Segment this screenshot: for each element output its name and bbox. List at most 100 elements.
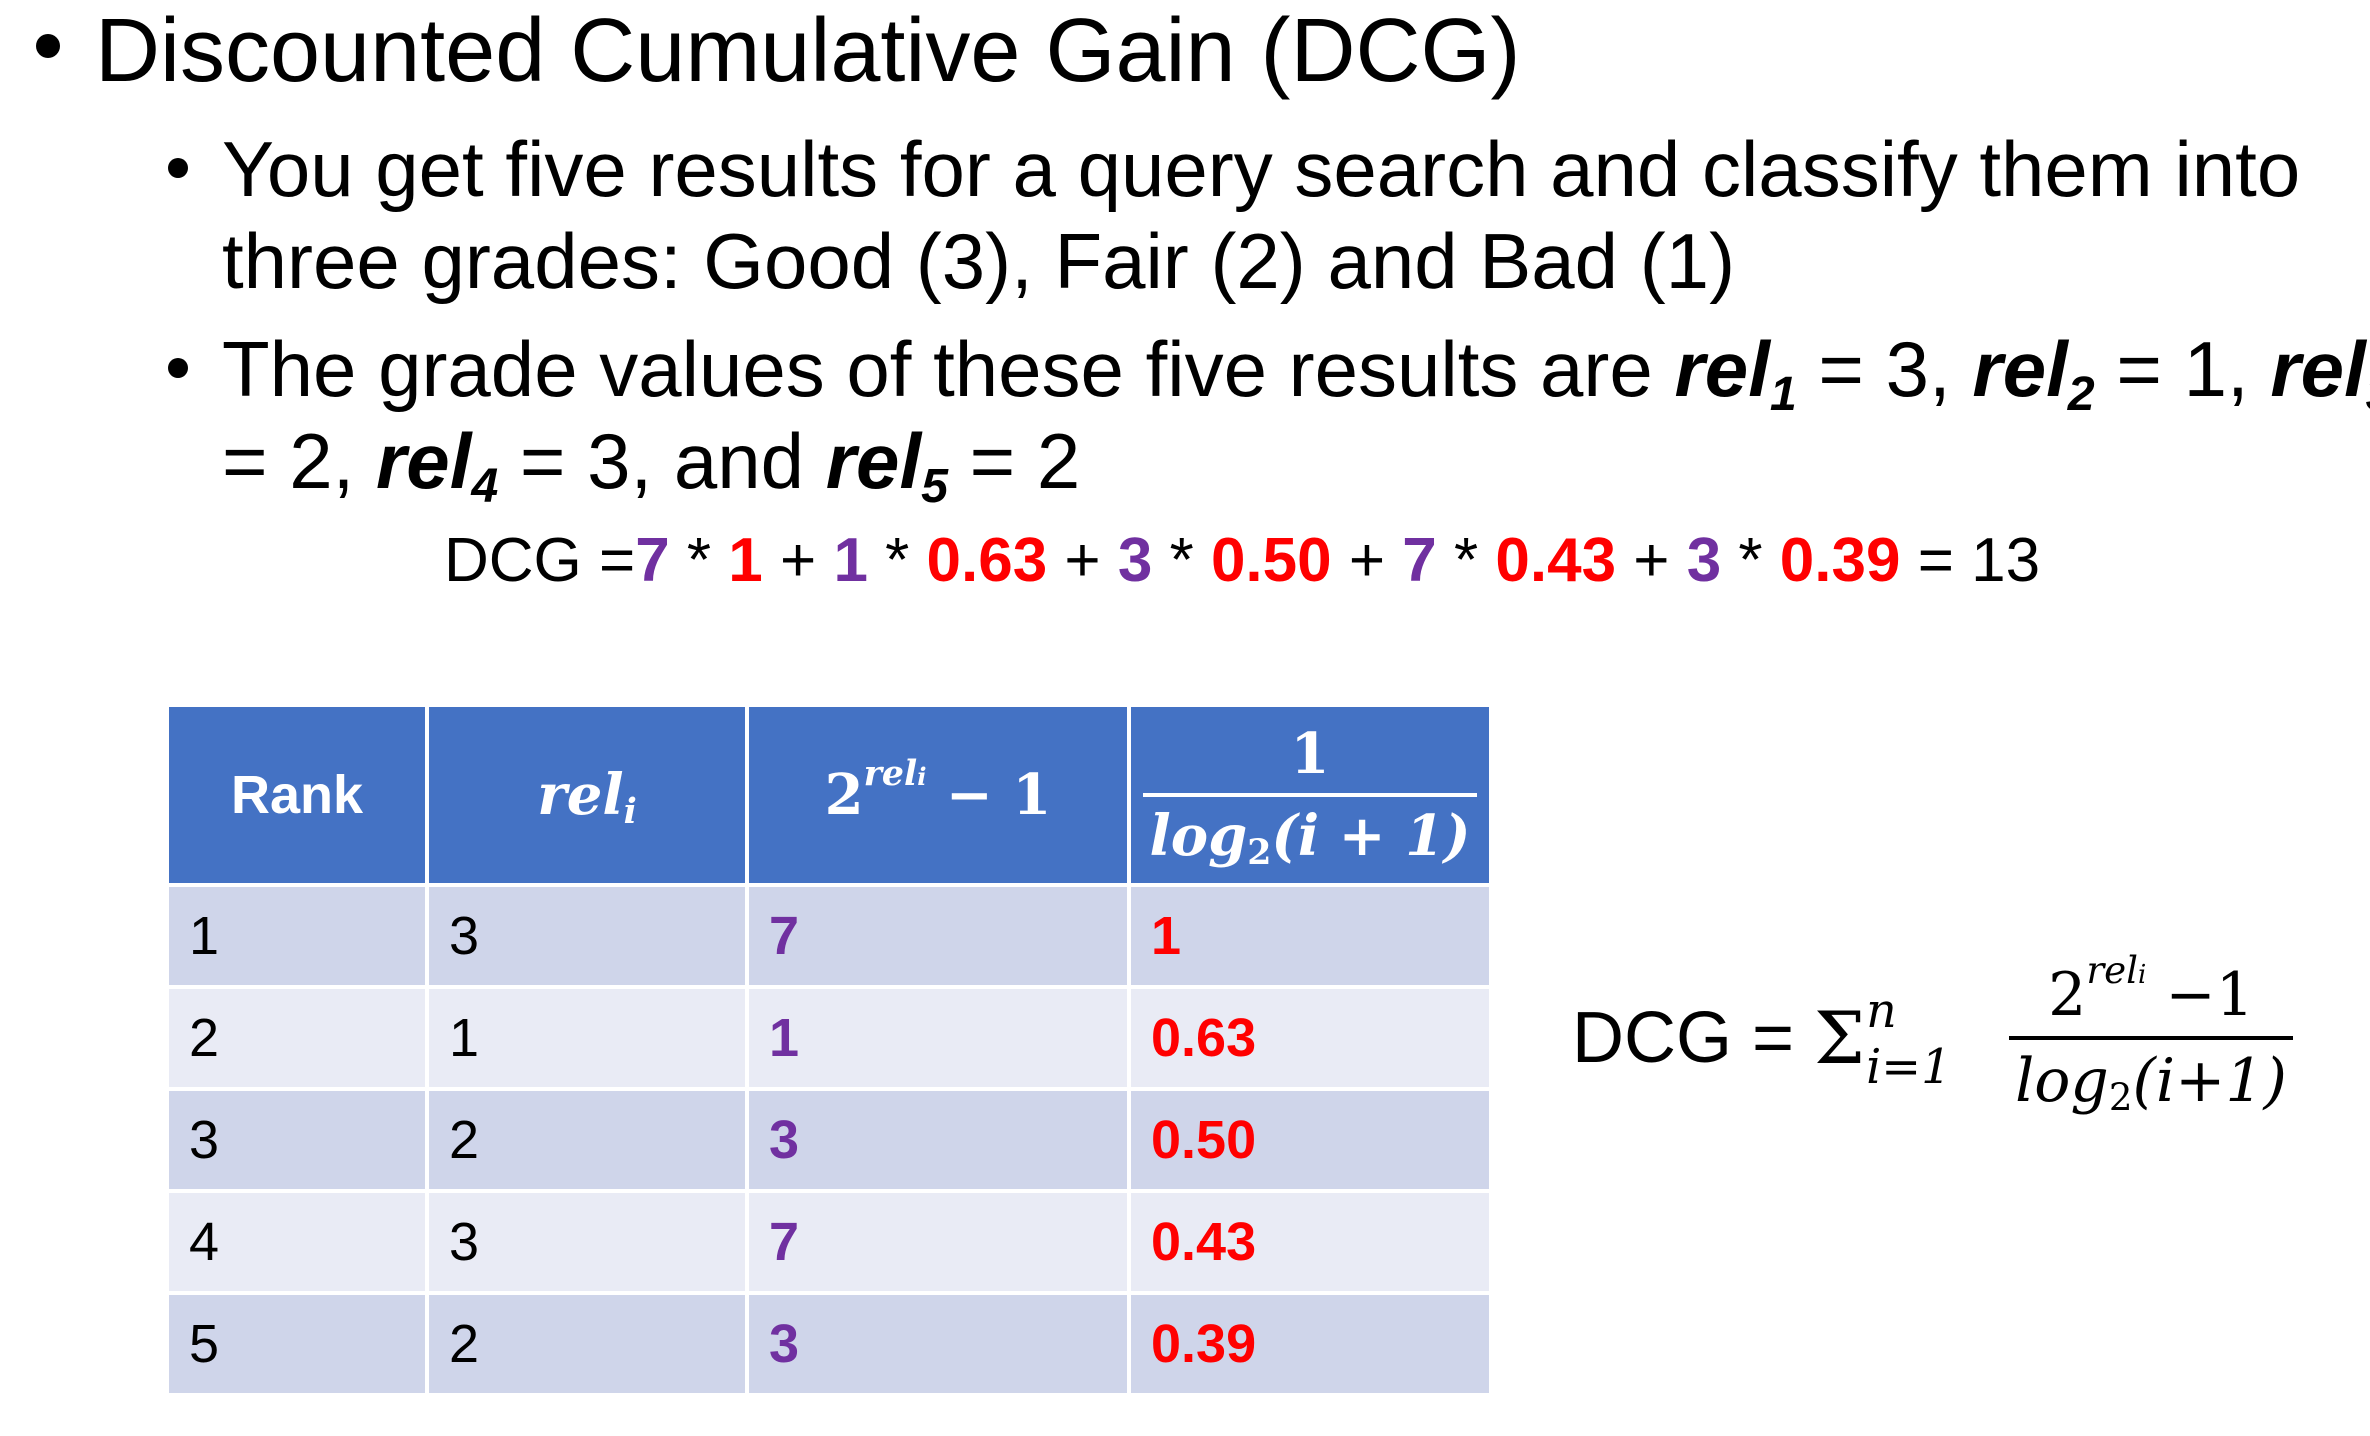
header-rel-text: rel — [537, 762, 624, 828]
plus-sign: + — [1047, 526, 1118, 595]
sigma-upper-limit: n — [1866, 984, 1897, 1039]
table-row: 3 2 3 0.50 — [165, 1087, 1493, 1193]
rel-value: = 3, — [1796, 325, 1973, 413]
cell-rel: 1 — [425, 985, 749, 1091]
sub-bullet-dot — [168, 158, 188, 178]
cell-rel: 2 — [425, 1291, 749, 1397]
plus-sign: + — [762, 526, 834, 595]
formula-sigma: Σ n i=1 — [1814, 984, 1989, 1095]
table-header-row: Rank reli 2reli − 1 1 log2(i + 1) — [165, 703, 1493, 887]
gain-value: 1 — [833, 526, 868, 595]
times-sign: * — [867, 526, 927, 595]
cell-rank: 5 — [165, 1291, 429, 1397]
dcg-formula: DCG = Σ n i=1 2reli −1 log2(i+1) — [1572, 948, 2293, 1120]
formula-fraction: 2reli −1 log2(i+1) — [2009, 948, 2293, 1120]
gain-value: 7 — [635, 526, 670, 595]
formula-numerator: 2reli −1 — [2009, 948, 2293, 1036]
cell-gain: 3 — [745, 1087, 1131, 1193]
times-sign: * — [1436, 526, 1496, 595]
cell-rank: 1 — [165, 883, 429, 989]
cell-rel: 3 — [425, 883, 749, 989]
sub-bullet-2-line-1: The grade values of these five results a… — [222, 330, 2370, 418]
cell-discount: 0.50 — [1127, 1087, 1493, 1193]
header-rel: reli — [425, 703, 749, 887]
rel-subscript: 3 — [2366, 367, 2370, 421]
cell-rel: 2 — [425, 1087, 749, 1193]
rel-value: = 2 — [948, 417, 1081, 505]
rel-term: rel — [375, 417, 472, 505]
plus-sign: + — [1331, 526, 1403, 595]
discount-value: 0.43 — [1495, 526, 1617, 595]
cell-discount: 0.63 — [1127, 985, 1493, 1091]
times-sign: * — [1152, 526, 1211, 595]
table-row: 2 1 1 0.63 — [165, 985, 1493, 1091]
formula-num-tail: −1 — [2146, 960, 2254, 1030]
rel-term: rel — [2270, 325, 2366, 413]
cell-rank: 2 — [165, 985, 429, 1091]
formula-num-exp-text: rel — [2086, 948, 2139, 993]
formula-num-base: 2 — [2048, 960, 2087, 1030]
rel-term: rel — [825, 417, 922, 505]
header-discount: 1 log2(i + 1) — [1127, 703, 1493, 887]
sub-bullet-2-prefix: The grade values of these five results a… — [222, 325, 1675, 413]
formula-den-arg: (i+1) — [2132, 1046, 2287, 1116]
sub-bullet-1-line-1: You get five results for a query search … — [222, 125, 2301, 213]
rel-term: rel — [1972, 325, 2068, 413]
discount-value: 0.50 — [1210, 526, 1332, 595]
main-bullet-text: Discounted Cumulative Gain (DCG) — [95, 1, 1521, 101]
rel-value: = 3, and — [498, 417, 826, 505]
cell-gain: 3 — [745, 1291, 1131, 1397]
rel-subscript: 2 — [2067, 366, 2095, 421]
sigma-symbol: Σ — [1814, 996, 1865, 1080]
header-discount-log-base: 2 — [1247, 831, 1272, 873]
cell-discount: 0.39 — [1127, 1291, 1493, 1397]
formula-num-exp: reli — [2086, 948, 2146, 992]
sigma-lower-limit: i=1 — [1866, 1040, 1952, 1095]
header-gain-exp-sub: i — [917, 761, 927, 791]
rel-value: = 1, — [2094, 325, 2271, 413]
sub-bullet-1-line-2: three grades: Good (3), Fair (2) and Bad… — [222, 217, 1736, 305]
header-discount-arg: (i + 1) — [1271, 803, 1471, 869]
sub-bullet-2-line-2: = 2, rel4 = 3, and rel5 = 2 — [222, 422, 1080, 510]
rel-subscript: 5 — [921, 458, 949, 513]
table-row: 1 3 7 1 — [165, 883, 1493, 989]
header-discount-fraction: 1 log2(i + 1) — [1143, 721, 1477, 873]
gain-value: 7 — [1402, 526, 1437, 595]
formula-num-exp-sub: i — [2138, 960, 2147, 991]
formula-den-log: log — [2015, 1046, 2109, 1116]
header-gain-tail: − 1 — [926, 762, 1052, 828]
gain-value: 3 — [1117, 526, 1153, 595]
dcg-line-prefix: DCG = — [444, 526, 636, 595]
cell-rank: 3 — [165, 1087, 429, 1193]
header-gain-exp: reli — [864, 753, 927, 794]
dcg-table: Rank reli 2reli − 1 1 log2(i + 1) 1 3 7 … — [165, 703, 1493, 1397]
discount-value: 0.63 — [926, 526, 1048, 595]
formula-lhs: DCG = — [1572, 998, 1815, 1078]
header-gain: 2reli − 1 — [745, 703, 1131, 887]
table-row: 4 3 7 0.43 — [165, 1189, 1493, 1295]
discount-value: 0.39 — [1779, 526, 1901, 595]
cell-gain: 1 — [745, 985, 1131, 1091]
times-sign: * — [669, 526, 729, 595]
cell-rel: 3 — [425, 1189, 749, 1295]
rel-term: rel — [1674, 325, 1770, 413]
times-sign: * — [1721, 526, 1780, 595]
cell-gain: 7 — [745, 883, 1131, 989]
cell-rank: 4 — [165, 1189, 429, 1295]
header-gain-base: 2 — [824, 762, 864, 828]
gain-value: 3 — [1686, 526, 1722, 595]
rel-subscript: 1 — [1769, 366, 1797, 421]
header-rel-sub: i — [623, 790, 637, 832]
cell-discount: 0.43 — [1127, 1189, 1493, 1295]
dcg-result: = 13 — [1900, 526, 2041, 595]
formula-den-base: 2 — [2108, 1075, 2133, 1120]
formula-denominator: log2(i+1) — [2009, 1036, 2293, 1120]
header-rank: Rank — [165, 703, 429, 887]
cell-discount: 1 — [1127, 883, 1493, 989]
discount-value: 1 — [728, 526, 763, 595]
bullet-dot — [36, 34, 60, 58]
header-gain-exp-text: rel — [863, 752, 918, 794]
header-discount-numerator: 1 — [1290, 721, 1330, 787]
cell-gain: 7 — [745, 1189, 1131, 1295]
header-discount-log: log — [1149, 803, 1248, 869]
